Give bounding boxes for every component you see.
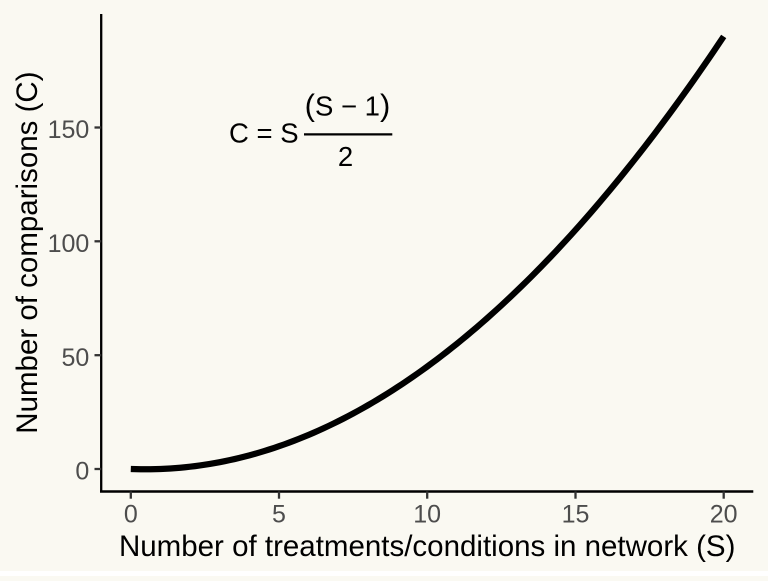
svg-text:C = S: C = S — [229, 118, 299, 149]
svg-text:(S − 1): (S − 1) — [305, 88, 391, 123]
svg-text:150: 150 — [48, 116, 90, 144]
svg-text:10: 10 — [413, 501, 441, 529]
svg-text:5: 5 — [272, 501, 286, 529]
svg-text:Number of treatments/condition: Number of treatments/conditions in netwo… — [119, 530, 735, 563]
svg-text:50: 50 — [61, 344, 89, 372]
svg-text:0: 0 — [124, 501, 138, 529]
svg-text:100: 100 — [48, 230, 90, 258]
svg-text:2: 2 — [338, 141, 353, 172]
svg-text:20: 20 — [710, 501, 738, 529]
svg-text:15: 15 — [562, 501, 590, 529]
svg-text:Number of comparisons (C): Number of comparisons (C) — [11, 71, 44, 433]
svg-text:0: 0 — [75, 458, 89, 486]
